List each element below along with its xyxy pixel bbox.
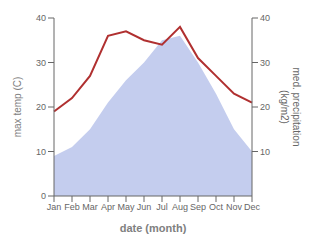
svg-text:Mar: Mar [82,202,98,212]
svg-text:Aug: Aug [172,202,188,212]
svg-text:20: 20 [260,102,270,112]
svg-text:20: 20 [36,102,46,112]
svg-text:date (month): date (month) [120,222,187,234]
svg-text:30: 30 [36,58,46,68]
svg-text:30: 30 [260,58,270,68]
svg-text:Jun: Jun [137,202,152,212]
svg-text:40: 40 [36,13,46,23]
svg-text:Apr: Apr [101,202,115,212]
svg-text:Nov: Nov [226,202,243,212]
svg-text:Sep: Sep [190,202,206,212]
svg-text:0: 0 [41,191,46,201]
svg-text:Jul: Jul [156,202,168,212]
svg-text:Jan: Jan [47,202,62,212]
svg-text:10: 10 [36,147,46,157]
svg-text:Oct: Oct [209,202,224,212]
svg-text:Feb: Feb [64,202,80,212]
svg-text:med. precipitation(kg/m2): med. precipitation(kg/m2) [279,68,302,147]
svg-text:40: 40 [260,13,270,23]
svg-text:10: 10 [260,147,270,157]
svg-text:May: May [117,202,135,212]
svg-text:Dec: Dec [244,202,261,212]
svg-text:max temp (C): max temp (C) [12,77,23,138]
